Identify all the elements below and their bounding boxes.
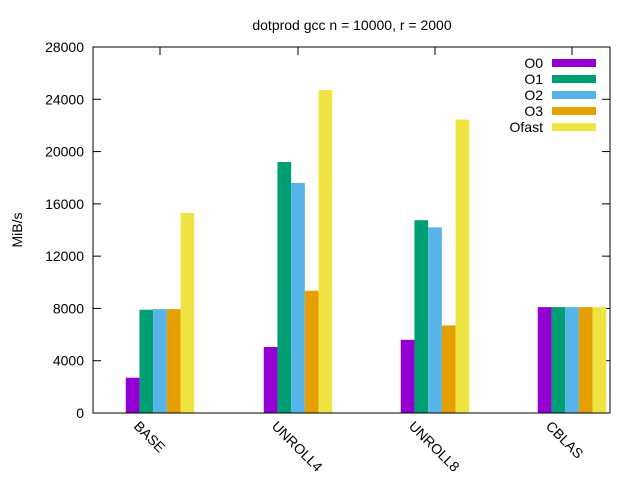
legend-label: Ofast: [510, 119, 544, 135]
x-category-label: UNROLL4: [269, 418, 326, 475]
bar-o3-base: [166, 309, 181, 413]
bar-o2-unroll8: [428, 227, 442, 413]
legend-label: O0: [524, 55, 543, 71]
x-category-label: CBLAS: [543, 418, 587, 462]
bar-o1-cblas: [551, 307, 566, 413]
legend-swatch-o1: [552, 75, 596, 83]
y-axis-label: MiB/s: [9, 213, 25, 248]
bar-o2-cblas: [565, 307, 579, 413]
legend-label: O2: [524, 87, 543, 103]
bar-o1-unroll8: [414, 220, 429, 413]
bar-o3-unroll8: [441, 325, 456, 413]
bar-o0-cblas: [537, 307, 552, 413]
y-tick-label: 8000: [53, 300, 84, 316]
y-tick-label: 0: [76, 405, 84, 421]
plot-frame: [92, 46, 611, 414]
y-tick-label: 16000: [45, 196, 84, 212]
bar-ofast-base: [180, 213, 195, 413]
legend-label: O1: [524, 71, 543, 87]
bar-o3-unroll4: [304, 290, 319, 413]
bar-o0-unroll8: [400, 339, 415, 413]
x-category-label: UNROLL8: [406, 418, 463, 475]
x-category-label: BASE: [131, 418, 169, 456]
y-tick-label: 12000: [45, 248, 84, 264]
legend-label: O3: [524, 103, 543, 119]
legend-swatch-o2: [552, 91, 596, 99]
legend-swatch-ofast: [552, 123, 596, 131]
bar-o0-base: [125, 377, 140, 413]
bar-o3-cblas: [578, 307, 593, 413]
bar-o2-base: [153, 309, 167, 413]
bar-o2-unroll4: [291, 182, 305, 413]
bar-ofast-unroll4: [318, 90, 333, 413]
y-tick-label: 28000: [45, 39, 84, 55]
legend-swatch-o0: [552, 59, 596, 67]
bar-o1-unroll4: [277, 162, 292, 413]
legend-swatch-o3: [552, 107, 596, 115]
bar-ofast-unroll8: [455, 119, 470, 414]
y-tick-label: 24000: [45, 91, 84, 107]
bar-o1-base: [139, 309, 154, 413]
chart-title: dotprod gcc n = 10000, r = 2000: [252, 17, 451, 33]
bar-ofast-cblas: [592, 307, 607, 413]
y-tick-label: 20000: [45, 144, 84, 160]
bar-o0-unroll4: [263, 346, 278, 413]
y-tick-label: 4000: [53, 353, 84, 369]
